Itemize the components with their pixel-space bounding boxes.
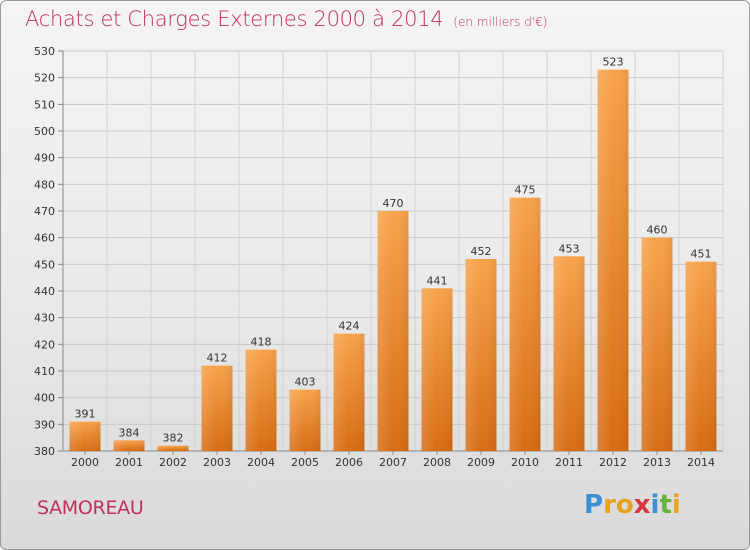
- chart-title-text: Achats et Charges Externes 2000 à 2014: [25, 7, 444, 31]
- bars: [69, 69, 717, 452]
- bar-value-label: 391: [75, 408, 96, 421]
- bar-shine: [641, 237, 673, 451]
- logo-letter: i: [671, 490, 681, 520]
- y-tick-label: 390: [34, 418, 55, 431]
- y-tick-label: 430: [34, 312, 55, 325]
- x-tick-label: 2004: [247, 456, 275, 469]
- y-tick-label: 460: [34, 232, 55, 245]
- bar-value-label: 460: [647, 224, 668, 237]
- bar-shine: [377, 211, 409, 451]
- y-tick-label: 500: [34, 125, 55, 138]
- x-tick-label: 2007: [379, 456, 407, 469]
- bar-value-label: 384: [119, 426, 140, 439]
- logo-letter: o: [615, 490, 634, 520]
- y-tick-label: 530: [34, 45, 55, 58]
- y-tick-label: 470: [34, 205, 55, 218]
- bar-value-label: 441: [427, 274, 448, 287]
- commune-name: SAMOREAU: [37, 497, 144, 519]
- y-tick-label: 420: [34, 338, 55, 351]
- y-tick-label: 410: [34, 365, 55, 378]
- bar-value-label: 475: [515, 184, 536, 197]
- x-tick-label: 2002: [159, 456, 187, 469]
- x-tick-label: 2006: [335, 456, 363, 469]
- bar-shine: [509, 197, 541, 451]
- y-tick-label: 490: [34, 152, 55, 165]
- bar-shine: [597, 69, 629, 452]
- y-tick-label: 440: [34, 285, 55, 298]
- bar-shine: [289, 389, 321, 451]
- bar-shine: [201, 365, 233, 451]
- y-tick-label: 400: [34, 392, 55, 405]
- bar-shine: [157, 445, 189, 451]
- bar-value-label: 403: [295, 376, 316, 389]
- y-tick-label: 510: [34, 98, 55, 111]
- bar-value-label: 452: [471, 245, 492, 258]
- bar-shine: [69, 421, 101, 451]
- bar-shine: [333, 333, 365, 451]
- x-tick-label: 2003: [203, 456, 231, 469]
- x-tick-label: 2005: [291, 456, 319, 469]
- bar-value-label: 453: [559, 242, 580, 255]
- bar-shine: [421, 288, 453, 451]
- x-tick-label: 2011: [555, 456, 583, 469]
- x-tick-label: 2014: [687, 456, 715, 469]
- labels: 380 390 400 410 420 430 440 450 460 470 480 490 500 5…: [34, 45, 715, 469]
- logo-letter: r: [603, 490, 616, 520]
- y-tick-label: 450: [34, 258, 55, 271]
- bar-value-label: 424: [339, 320, 360, 333]
- x-tick-label: 2009: [467, 456, 495, 469]
- proxiti-logo: Proxiti: [584, 490, 681, 520]
- x-tick-label: 2008: [423, 456, 451, 469]
- y-tick-label: 380: [34, 445, 55, 458]
- x-tick-label: 2000: [71, 456, 99, 469]
- bar-shine: [685, 261, 717, 451]
- bar-shine: [553, 256, 585, 451]
- bar-shine: [113, 440, 145, 451]
- bar-value-label: 451: [691, 248, 712, 261]
- chart-title: Achats et Charges Externes 2000 à 2014 (e…: [25, 7, 547, 31]
- x-tick-label: 2012: [599, 456, 627, 469]
- y-tick-label: 520: [34, 72, 55, 85]
- logo-letter: t: [659, 490, 672, 520]
- y-tick-label: 480: [34, 178, 55, 191]
- x-tick-label: 2013: [643, 456, 671, 469]
- logo-letter: i: [650, 490, 660, 520]
- x-tick-label: 2001: [115, 456, 143, 469]
- chart-subtitle: (en milliers d'€): [453, 15, 548, 29]
- bar-value-label: 418: [251, 336, 272, 349]
- bar-value-label: 523: [603, 56, 624, 69]
- bar-value-label: 382: [163, 432, 184, 445]
- logo-letter: P: [584, 490, 604, 520]
- bar-shine: [465, 259, 497, 451]
- bar-value-label: 412: [207, 352, 228, 365]
- x-tick-label: 2010: [511, 456, 539, 469]
- bar-shine: [245, 349, 277, 451]
- logo-letter: x: [633, 490, 651, 520]
- bar-value-label: 470: [383, 197, 404, 210]
